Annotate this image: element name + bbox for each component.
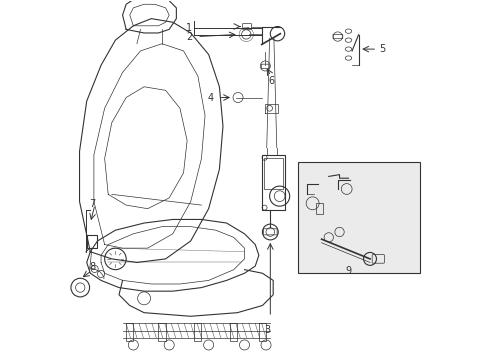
Bar — [316, 203, 322, 214]
Text: 7: 7 — [89, 199, 95, 210]
Bar — [86, 234, 97, 248]
Text: 1: 1 — [186, 23, 192, 33]
Bar — [263, 158, 283, 189]
Text: 3: 3 — [264, 324, 270, 334]
Text: 4: 4 — [207, 93, 213, 103]
Bar — [261, 155, 285, 211]
Text: 5: 5 — [378, 44, 385, 54]
Text: 8: 8 — [89, 262, 95, 272]
Text: 9: 9 — [345, 266, 351, 276]
Text: 6: 6 — [268, 76, 274, 86]
Bar — [298, 162, 419, 273]
Text: 2: 2 — [186, 32, 192, 41]
